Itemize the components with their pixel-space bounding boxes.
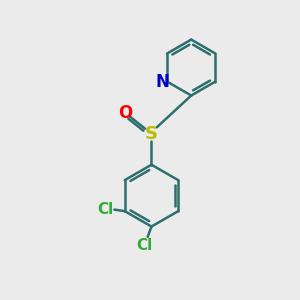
Text: O: O: [118, 103, 132, 122]
Text: N: N: [156, 73, 170, 91]
Text: S: S: [145, 125, 158, 143]
Text: Cl: Cl: [136, 238, 152, 253]
Text: Cl: Cl: [98, 202, 114, 217]
